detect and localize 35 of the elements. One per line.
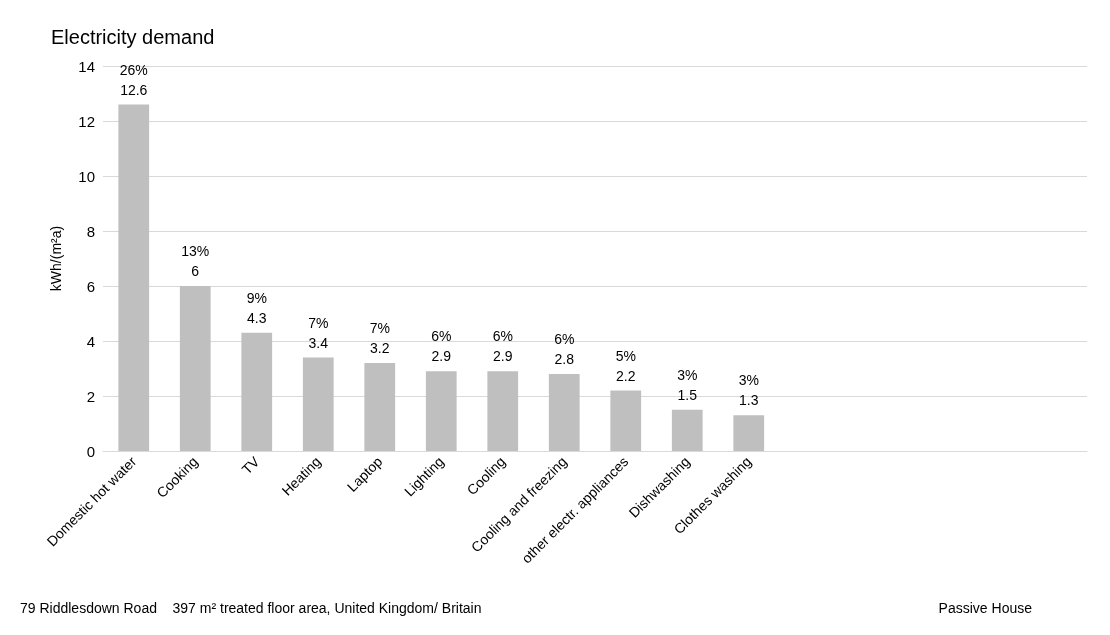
- data-label: 9% 4.3: [246, 289, 267, 326]
- bar: [487, 371, 519, 451]
- bar: [548, 374, 580, 451]
- data-label: 7% 3.2: [369, 320, 390, 356]
- data-label: 6% 2.9: [431, 328, 452, 365]
- x-tick-label: TV: [238, 452, 263, 478]
- text: 79 Riddlesdown Road 397 m² treated floor area, United Kingdom/ Britain: [20, 600, 482, 616]
- y-axis-title: kWh/(m²a): [48, 225, 64, 292]
- bar: [364, 363, 396, 451]
- data-label: 7% 3.4: [308, 314, 329, 351]
- y-tick-label: 2: [86, 387, 95, 405]
- data-label: 5% 2.2: [615, 347, 636, 384]
- y-tick-label: 4: [86, 332, 95, 350]
- y-tick-label: 8: [86, 222, 95, 240]
- bar: [610, 390, 642, 451]
- text: Passive House: [938, 600, 1033, 616]
- data-label: 26% 12.6: [119, 61, 148, 98]
- y-tick-label: 6: [86, 277, 95, 295]
- y-tick-label: 12: [78, 112, 95, 130]
- data-label: 3% 1.3: [738, 372, 759, 409]
- chart-title: Electricity demand: [51, 26, 215, 48]
- y-tick-label: 0: [86, 442, 95, 460]
- bar: [425, 371, 457, 451]
- y-tick-label: 14: [78, 57, 95, 75]
- data-label: 6% 2.9: [492, 328, 513, 365]
- y-tick-label: 10: [78, 167, 95, 185]
- data-label: 6% 2.8: [554, 331, 575, 367]
- bar: [733, 415, 765, 451]
- bar: [179, 286, 211, 451]
- bar: [241, 332, 273, 451]
- bar: [302, 357, 334, 451]
- data-label: 13% 6: [181, 243, 210, 279]
- bar: [671, 409, 703, 451]
- bar: [118, 104, 150, 451]
- data-label: 3% 1.5: [677, 366, 698, 403]
